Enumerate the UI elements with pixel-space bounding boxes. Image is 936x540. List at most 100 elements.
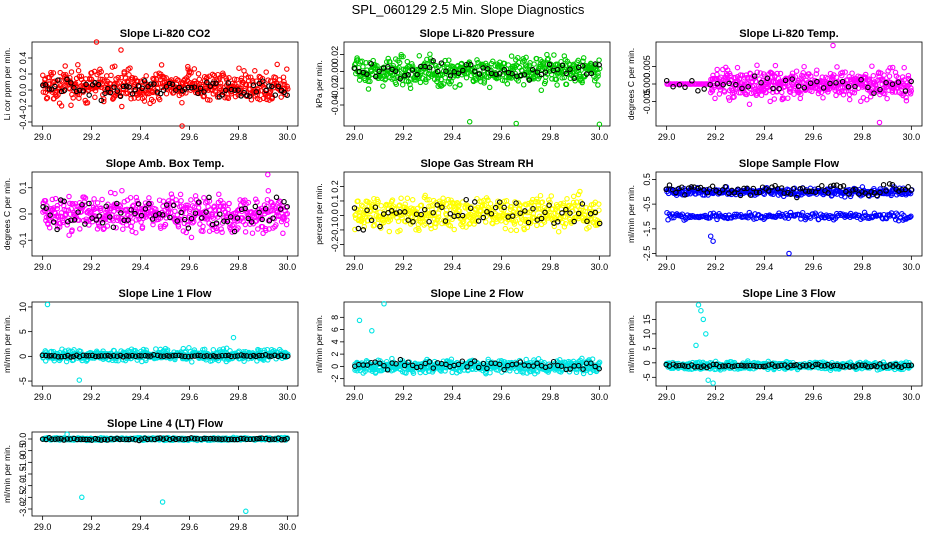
data-point bbox=[358, 202, 365, 209]
data-point bbox=[502, 225, 509, 232]
data-point bbox=[226, 200, 232, 207]
data-point bbox=[201, 89, 207, 95]
data-point bbox=[206, 198, 213, 204]
series-reference bbox=[351, 196, 603, 233]
data-point bbox=[109, 64, 116, 70]
data-point bbox=[521, 72, 528, 78]
data-point bbox=[538, 215, 545, 222]
data-point bbox=[133, 229, 139, 236]
data-point bbox=[570, 69, 577, 76]
data-point bbox=[129, 74, 136, 81]
data-point bbox=[405, 72, 411, 78]
data-point bbox=[903, 97, 910, 104]
data-point bbox=[530, 205, 536, 212]
data-point bbox=[424, 56, 430, 63]
data-point bbox=[549, 206, 556, 212]
data-point bbox=[774, 70, 780, 77]
data-point bbox=[218, 226, 224, 232]
data-point bbox=[222, 94, 228, 101]
data-point bbox=[463, 224, 469, 230]
data-point bbox=[800, 74, 806, 80]
data-point bbox=[351, 205, 358, 211]
data-point bbox=[396, 59, 403, 66]
data-point bbox=[387, 214, 393, 220]
data-point bbox=[262, 206, 269, 212]
data-point bbox=[722, 77, 729, 83]
data-point bbox=[560, 200, 567, 206]
x-tick-label: 29.4 bbox=[444, 132, 462, 142]
data-point bbox=[529, 66, 536, 73]
data-point bbox=[79, 201, 85, 208]
data-point bbox=[280, 74, 287, 80]
data-point bbox=[751, 75, 757, 82]
y-tick-label: -0.02 bbox=[330, 78, 340, 99]
data-point bbox=[886, 73, 893, 79]
series-reference bbox=[40, 76, 290, 104]
data-point bbox=[424, 197, 430, 203]
data-point bbox=[360, 227, 367, 233]
data-point bbox=[739, 85, 745, 92]
data-point bbox=[520, 82, 527, 88]
data-point bbox=[881, 72, 887, 78]
data-point bbox=[814, 67, 820, 73]
panel-title: Slope Gas Stream RH bbox=[420, 158, 533, 170]
data-point bbox=[771, 96, 778, 102]
data-point bbox=[358, 218, 365, 225]
data-point bbox=[167, 214, 173, 221]
x-tick-label: 29.2 bbox=[707, 132, 725, 142]
data-point bbox=[509, 213, 516, 219]
data-point-outlier bbox=[876, 119, 883, 126]
data-point bbox=[731, 94, 737, 100]
data-point bbox=[179, 99, 185, 106]
series-slope bbox=[40, 39, 291, 129]
data-point bbox=[284, 92, 290, 98]
data-point bbox=[535, 206, 542, 212]
data-point bbox=[849, 70, 855, 76]
y-tick-label: 0 bbox=[330, 364, 340, 369]
data-point bbox=[261, 210, 268, 217]
data-point bbox=[285, 86, 291, 92]
data-point bbox=[55, 92, 61, 98]
data-point bbox=[596, 65, 603, 72]
x-tick-label: 29.8 bbox=[854, 132, 872, 142]
data-point bbox=[456, 202, 462, 209]
data-point bbox=[459, 212, 466, 219]
data-point bbox=[68, 80, 74, 86]
data-point-outlier bbox=[265, 171, 271, 178]
y-tick-label: -5 bbox=[18, 377, 28, 385]
data-point bbox=[118, 210, 124, 216]
data-point bbox=[203, 209, 209, 215]
data-point bbox=[156, 211, 162, 217]
data-point bbox=[426, 64, 433, 71]
y-tick-label: 10 bbox=[18, 302, 28, 312]
data-point bbox=[236, 65, 242, 71]
data-point bbox=[443, 68, 449, 74]
data-point bbox=[221, 218, 227, 224]
data-point bbox=[541, 219, 548, 225]
data-point-outlier bbox=[230, 334, 237, 341]
data-point bbox=[60, 219, 66, 226]
series-reference bbox=[40, 194, 290, 235]
data-point bbox=[511, 221, 518, 227]
data-point bbox=[76, 95, 82, 101]
data-point bbox=[833, 80, 839, 86]
data-point bbox=[846, 73, 852, 80]
x-tick-label: 29.8 bbox=[542, 392, 560, 402]
data-point bbox=[355, 225, 362, 232]
data-point bbox=[400, 53, 406, 60]
data-point bbox=[448, 78, 454, 85]
data-point bbox=[111, 94, 117, 100]
data-point bbox=[252, 68, 258, 74]
x-tick-label: 29.2 bbox=[395, 262, 413, 272]
data-point bbox=[396, 64, 402, 71]
data-point bbox=[858, 98, 864, 105]
data-point bbox=[82, 221, 88, 227]
data-point bbox=[559, 210, 565, 216]
data-point bbox=[104, 223, 111, 229]
x-tick-label: 29.2 bbox=[83, 262, 101, 272]
data-point bbox=[61, 87, 68, 93]
data-point bbox=[68, 206, 75, 212]
data-point bbox=[518, 72, 524, 79]
data-point bbox=[745, 75, 751, 82]
